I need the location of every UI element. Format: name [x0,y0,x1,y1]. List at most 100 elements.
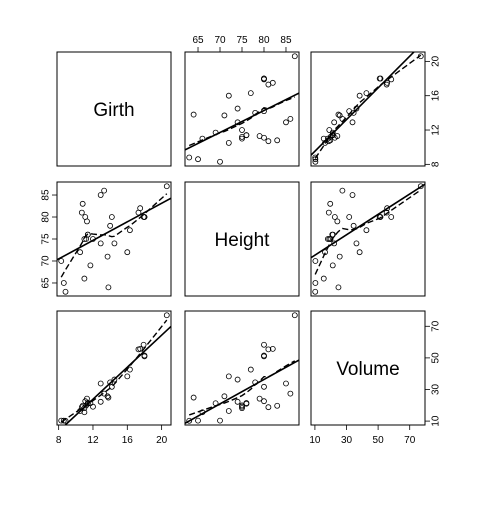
panel-girth-volume [310,51,426,167]
point-girth-vs-volume [312,154,319,161]
point-height-vs-volume [312,258,319,264]
point-girth-vs-height [247,90,254,97]
smooth-line-girth-vs-volume [314,54,422,159]
point-height-vs-volume [350,222,357,229]
point-volume-vs-girth [140,341,147,348]
point-girth-vs-height [239,127,245,133]
point-volume-vs-height [274,402,281,409]
point-height-vs-volume [312,280,319,286]
x-tick-label-height: 75 [236,35,248,46]
point-girth-vs-volume [326,127,333,133]
panel-girth-height [184,51,300,167]
x-tick-label-height: 80 [258,35,270,46]
point-height-vs-girth [84,218,90,225]
point-volume-vs-height [221,393,228,400]
x-tick-label-volume: 50 [373,435,385,446]
point-volume-vs-girth [137,345,144,352]
point-height-vs-girth [97,240,104,247]
point-volume-vs-height [243,400,250,406]
fit-line-girth-vs-volume [311,52,416,156]
point-girth-vs-height [186,154,193,161]
fit-line-height-vs-girth [57,197,171,261]
point-girth-vs-volume [349,119,356,126]
point-girth-vs-volume [363,90,370,97]
point-height-vs-volume [388,214,395,220]
fit-line-volume-vs-girth [64,325,171,425]
panel-height-volume [310,181,426,297]
point-girth-vs-height [269,79,276,86]
point-volume-vs-girth [141,353,148,360]
x-tick-label-height: 65 [192,35,204,46]
point-volume-vs-height [234,398,241,405]
point-volume-vs-height [239,403,245,410]
point-height-vs-volume [346,214,353,220]
point-volume-vs-height [217,417,223,424]
point-girth-vs-volume [356,92,363,99]
point-height-vs-volume [312,288,319,295]
panel-girth-girth [56,51,172,167]
panel-height-height [184,181,300,297]
point-height-vs-girth [105,284,112,291]
y-tick-label-girth: 12 [431,124,442,136]
point-girth-vs-height [274,137,281,144]
y-tick-label-height: 85 [41,189,52,201]
point-height-vs-volume [339,187,346,194]
point-volume-vs-girth [124,373,131,380]
point-height-vs-girth [108,214,115,220]
point-height-vs-girth [79,200,86,207]
point-height-vs-volume [335,284,342,291]
point-height-vs-girth [126,227,133,234]
point-volume-vs-height [234,376,241,383]
point-girth-vs-volume [335,111,342,118]
point-girth-vs-volume [312,158,319,165]
y-tick-label-volume: 30 [431,383,442,395]
diagonal-label-volume: Volume [336,359,399,380]
point-volume-vs-height [247,366,254,373]
point-volume-vs-height [265,346,272,353]
x-tick-label-height: 70 [214,35,226,46]
y-tick-label-volume: 70 [431,320,442,332]
point-volume-vs-girth [81,409,88,416]
point-height-vs-volume [363,227,370,234]
point-height-vs-girth [124,249,131,256]
point-height-vs-girth [81,236,88,242]
point-girth-vs-height [239,135,245,142]
x-tick-label-volume: 70 [404,435,416,446]
point-girth-vs-height [291,53,298,60]
x-tick-label-girth: 16 [122,435,134,446]
point-volume-vs-height [283,380,289,387]
point-height-vs-girth [78,209,85,216]
point-volume-vs-height [269,345,276,352]
y-tick-label-height: 80 [41,211,52,223]
x-tick-label-girth: 8 [56,435,62,446]
x-tick-label-height: 85 [280,35,292,46]
y-tick-label-girth: 20 [431,55,442,67]
point-volume-vs-height [265,404,272,411]
point-height-vs-girth [137,205,144,212]
point-height-vs-volume [320,275,327,282]
diagonal-label-girth: Girth [93,100,134,121]
panel-volume-height [184,310,300,426]
point-volume-vs-girth [97,398,104,405]
point-volume-vs-girth [104,393,111,400]
smooth-line-height-vs-volume [314,189,422,275]
point-girth-vs-height [265,138,272,145]
panel-volume-volume [310,310,426,426]
point-height-vs-volume [329,262,336,269]
point-volume-vs-height [287,390,294,397]
point-girth-vs-volume [331,119,338,126]
point-volume-vs-height [261,341,267,348]
point-height-vs-girth [81,275,88,282]
point-height-vs-girth [87,262,94,269]
point-height-vs-volume [417,183,424,190]
y-tick-label-height: 70 [41,255,52,267]
y-tick-label-height: 65 [41,277,52,289]
point-volume-vs-girth [97,380,104,387]
smooth-line-girth-vs-height [188,96,296,147]
point-girth-vs-volume [376,75,383,82]
point-height-vs-volume [353,240,360,247]
point-volume-vs-height [261,353,267,360]
point-height-vs-girth [104,253,111,260]
point-volume-vs-height [256,395,263,402]
point-girth-vs-height [287,115,294,122]
